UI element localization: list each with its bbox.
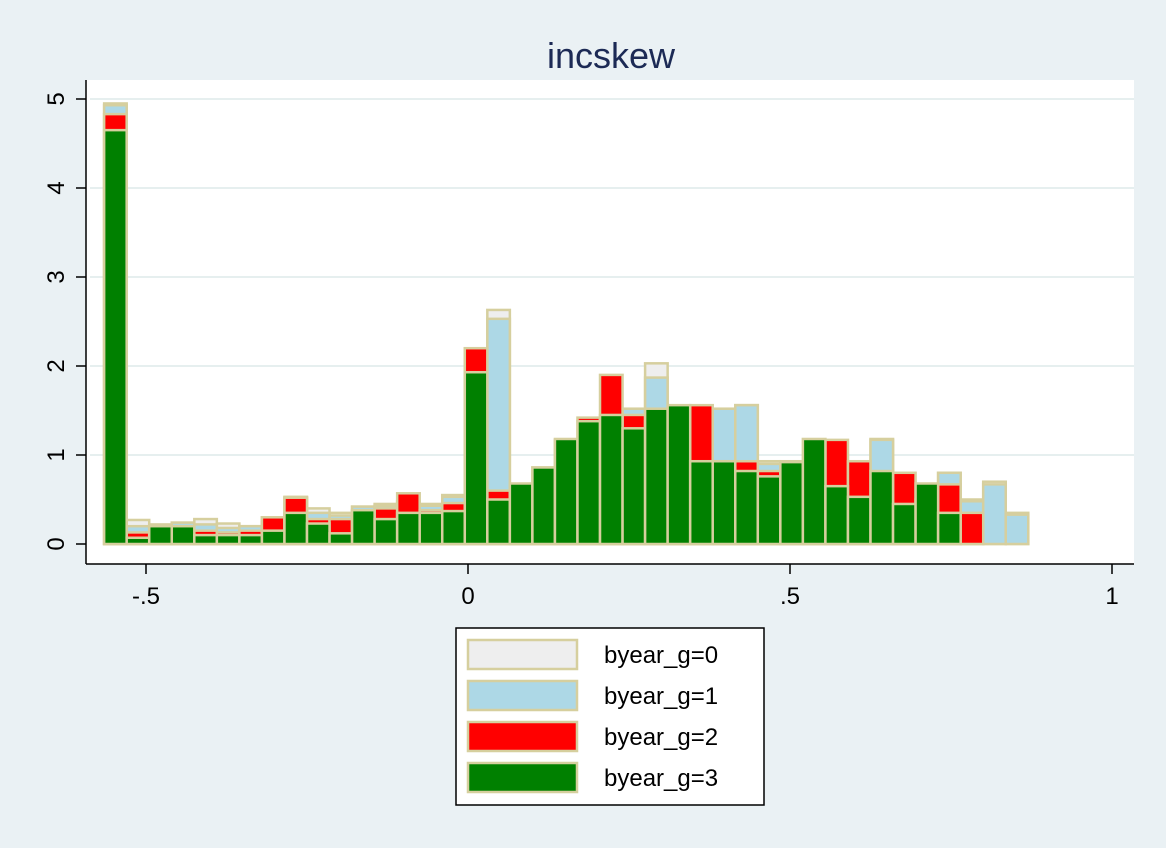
legend-label-3: byear_g=3 [604, 765, 718, 792]
x-tick-label-3: 1 [1105, 583, 1118, 610]
legend-label-0: byear_g=0 [604, 642, 718, 669]
legend-label-2: byear_g=2 [604, 724, 718, 751]
bar-s3-b9 [305, 522, 331, 546]
bar-s3-b7 [260, 529, 286, 546]
y-tick-label-4: 4 [43, 181, 70, 194]
bar-s3-b21 [576, 419, 602, 546]
bar-s3-b6 [238, 533, 264, 546]
bar-s3-b23 [621, 427, 647, 546]
y-tick-label-0: 0 [43, 537, 70, 550]
bar-s3-b26 [688, 459, 714, 546]
bar-s3-b32 [824, 484, 850, 546]
legend-swatch-2 [466, 720, 579, 753]
bar-s3-b34 [869, 469, 895, 546]
bar-s3-b16 [463, 370, 489, 546]
bar-s3-b2 [147, 524, 174, 546]
bar-s3-b8 [283, 511, 309, 546]
bar-s3-b3 [170, 524, 196, 546]
bar-s3-b35 [891, 502, 917, 546]
bar-s3-b25 [666, 403, 692, 546]
y-tick-label-3: 3 [43, 270, 70, 283]
bar-s3-b29 [756, 475, 782, 546]
bar-s3-b31 [801, 437, 827, 546]
y-tick-label-5: 5 [43, 92, 70, 105]
axes: 0 1 2 3 4 5 -.5 0 .5 1 [43, 80, 1134, 610]
grid-lines [90, 98, 1134, 456]
bar-s3-b17 [486, 498, 512, 546]
bar-s3-b0 [102, 128, 128, 546]
legend-swatch-3 [466, 761, 579, 794]
bar-s3-b13 [395, 511, 421, 546]
bars [102, 102, 1030, 546]
y-tick-label-1: 1 [43, 448, 70, 461]
bar-s2-b38 [959, 511, 985, 546]
bar-s3-b24 [643, 407, 669, 546]
legend-swatch-1 [466, 679, 579, 712]
bar-s3-b19 [531, 466, 557, 546]
y-tick-label-2: 2 [43, 359, 70, 372]
bar-s3-b12 [373, 517, 399, 546]
bar-s3-b28 [734, 469, 760, 546]
bar-s3-b10 [328, 532, 354, 546]
legend: byear_g=0 byear_g=1 byear_g=2 byear_g=3 [455, 627, 765, 806]
bar-s3-b14 [418, 511, 444, 546]
bar-s3-b30 [779, 460, 805, 546]
bar-s3-b36 [914, 482, 940, 546]
bar-s3-b1 [125, 536, 151, 546]
bar-s3-b27 [711, 459, 737, 546]
bar-s3-b20 [553, 437, 579, 546]
bar-s3-b33 [846, 495, 872, 546]
bar-s3-b22 [598, 413, 624, 546]
bar-s3-b4 [193, 533, 219, 546]
x-tick-label-1: 0 [461, 583, 474, 610]
bar-s3-b5 [215, 533, 241, 546]
legend-swatch-0 [466, 638, 579, 671]
bar-s3-b15 [440, 509, 467, 546]
bar-s3-b18 [508, 482, 534, 546]
bar-s1-b39 [981, 483, 1007, 546]
chart-title: incskew [547, 35, 676, 76]
bar-s3-b37 [936, 511, 962, 546]
bar-s1-b40 [1004, 513, 1030, 546]
x-tick-label-2: .5 [780, 583, 800, 610]
x-tick-label-0: -.5 [132, 583, 160, 610]
legend-label-1: byear_g=1 [604, 683, 718, 710]
bar-s3-b11 [350, 508, 376, 546]
